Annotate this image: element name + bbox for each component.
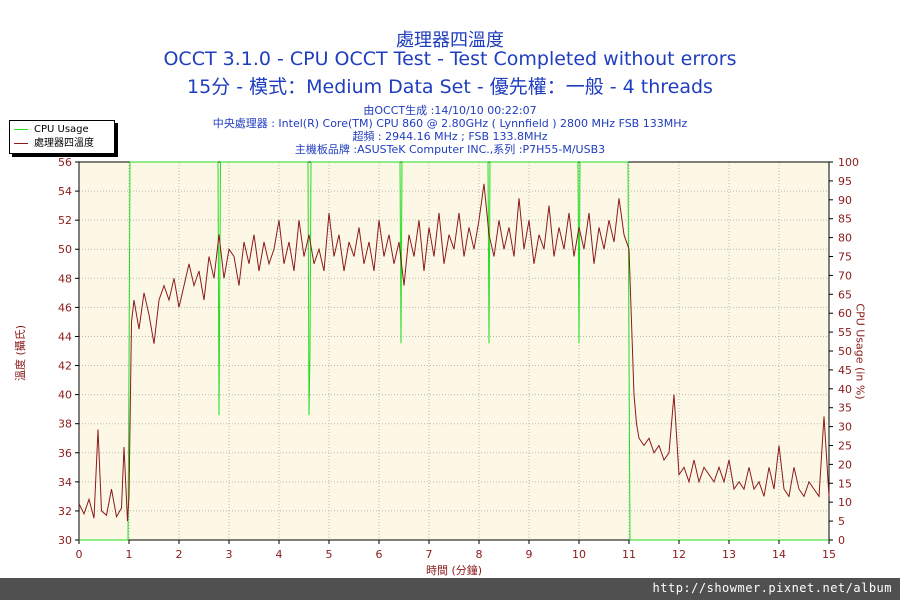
x-tick-label: 11 xyxy=(622,548,636,561)
x-tick-label: 1 xyxy=(126,548,133,561)
x-tick-label: 12 xyxy=(672,548,686,561)
y-right-tick-label: 70 xyxy=(838,269,852,282)
legend-label-usage: CPU Usage xyxy=(34,124,89,135)
chart-subtitle-1: OCCT 3.1.0 - CPU OCCT Test - Test Comple… xyxy=(163,48,737,70)
y-left-tick-label: 56 xyxy=(58,156,72,169)
y-right-tick-label: 35 xyxy=(838,402,852,415)
y-right-tick-label: 20 xyxy=(838,458,852,471)
y-right-tick-label: 30 xyxy=(838,421,852,434)
legend-item-temp: 處理器四溫度 xyxy=(14,137,94,150)
series-line-temp xyxy=(78,183,830,522)
series-line-usage xyxy=(79,161,829,541)
y-right-tick-label: 85 xyxy=(838,213,852,226)
x-tick-label: 6 xyxy=(376,548,383,561)
chart-plot: 0 1 2 3 4 5 6 7 8 9 10 11 12 13 14 15303234363840424446… xyxy=(58,156,859,561)
x-tick-label: 13 xyxy=(722,548,736,561)
info-motherboard: 主機板品牌 :ASUSTeK Computer INC.,系列 :P7H55-M… xyxy=(294,143,606,156)
y-right-tick-label: 75 xyxy=(838,251,852,264)
y-left-tick-label: 34 xyxy=(58,476,72,489)
y-right-tick-label: 65 xyxy=(838,288,852,301)
info-overclock: 超頻 : 2944.16 MHz ; FSB 133.8MHz xyxy=(352,130,548,143)
y-left-tick-label: 32 xyxy=(58,505,72,518)
x-tick-label: 9 xyxy=(526,548,533,561)
x-tick-label: 15 xyxy=(822,548,836,561)
info-cpu: 中央處理器 : Intel(R) Core(TM) CPU 860 @ 2.80… xyxy=(212,117,688,130)
y-left-tick-label: 36 xyxy=(58,447,72,460)
legend-label-temp: 處理器四溫度 xyxy=(34,138,94,149)
x-tick-label: 8 xyxy=(476,548,483,561)
y-left-tick-label: 44 xyxy=(58,330,72,343)
chart-subtitle-2: 15分 - 模式：Medium Data Set - 優先權：一般 - 4 th… xyxy=(187,76,713,98)
y-right-tick-label: 95 xyxy=(838,175,852,188)
y-axis-left-label: 溫度 (攝氏) xyxy=(14,324,28,382)
y-left-tick-label: 50 xyxy=(58,243,72,256)
y-left-tick-label: 30 xyxy=(58,534,72,547)
y-right-tick-label: 10 xyxy=(838,496,852,509)
x-axis-label: 時間 (分鐘) xyxy=(425,564,483,577)
x-tick-label: 7 xyxy=(426,548,433,561)
y-right-tick-label: 90 xyxy=(838,194,852,207)
y-left-tick-label: 42 xyxy=(58,360,72,373)
y-right-tick-label: 25 xyxy=(838,440,852,453)
x-tick-label: 14 xyxy=(772,548,786,561)
y-right-tick-label: 50 xyxy=(838,345,852,358)
y-axis-right-label: CPU Usage (in %) xyxy=(853,303,867,400)
y-left-tick-label: 48 xyxy=(58,272,72,285)
y-left-tick-label: 46 xyxy=(58,301,72,314)
legend-item-usage: CPU Usage xyxy=(14,123,89,136)
x-tick-label: 3 xyxy=(226,548,233,561)
y-right-tick-label: 45 xyxy=(838,364,852,377)
y-right-tick-label: 80 xyxy=(838,232,852,245)
x-tick-label: 10 xyxy=(572,548,586,561)
y-left-tick-label: 52 xyxy=(58,214,72,227)
x-tick-label: 4 xyxy=(276,548,283,561)
y-left-tick-label: 54 xyxy=(58,185,72,198)
x-tick-label: 2 xyxy=(176,548,183,561)
info-generated: 由OCCT生成 :14/10/10 00:22:07 xyxy=(363,104,537,117)
y-right-tick-label: 5 xyxy=(838,515,845,528)
footer-bar: http://showmer.pixnet.net/album xyxy=(0,578,900,600)
x-tick-label: 5 xyxy=(326,548,333,561)
y-right-tick-label: 40 xyxy=(838,383,852,396)
legend-swatch-temp xyxy=(14,142,28,144)
y-right-tick-label: 55 xyxy=(838,326,852,339)
legend-swatch-usage xyxy=(14,128,28,130)
y-right-tick-label: 15 xyxy=(838,477,852,490)
y-left-tick-label: 38 xyxy=(58,418,72,431)
chart-title: 處理器四溫度 xyxy=(396,30,504,51)
footer-url: http://showmer.pixnet.net/album xyxy=(652,581,892,595)
y-right-tick-label: 100 xyxy=(838,156,859,169)
plot-background xyxy=(79,162,829,540)
x-tick-label: 0 xyxy=(76,548,83,561)
y-right-tick-label: 0 xyxy=(838,534,845,547)
chart-legend: CPU Usage 處理器四溫度 xyxy=(9,120,115,154)
y-left-tick-label: 40 xyxy=(58,389,72,402)
y-right-tick-label: 60 xyxy=(838,307,852,320)
